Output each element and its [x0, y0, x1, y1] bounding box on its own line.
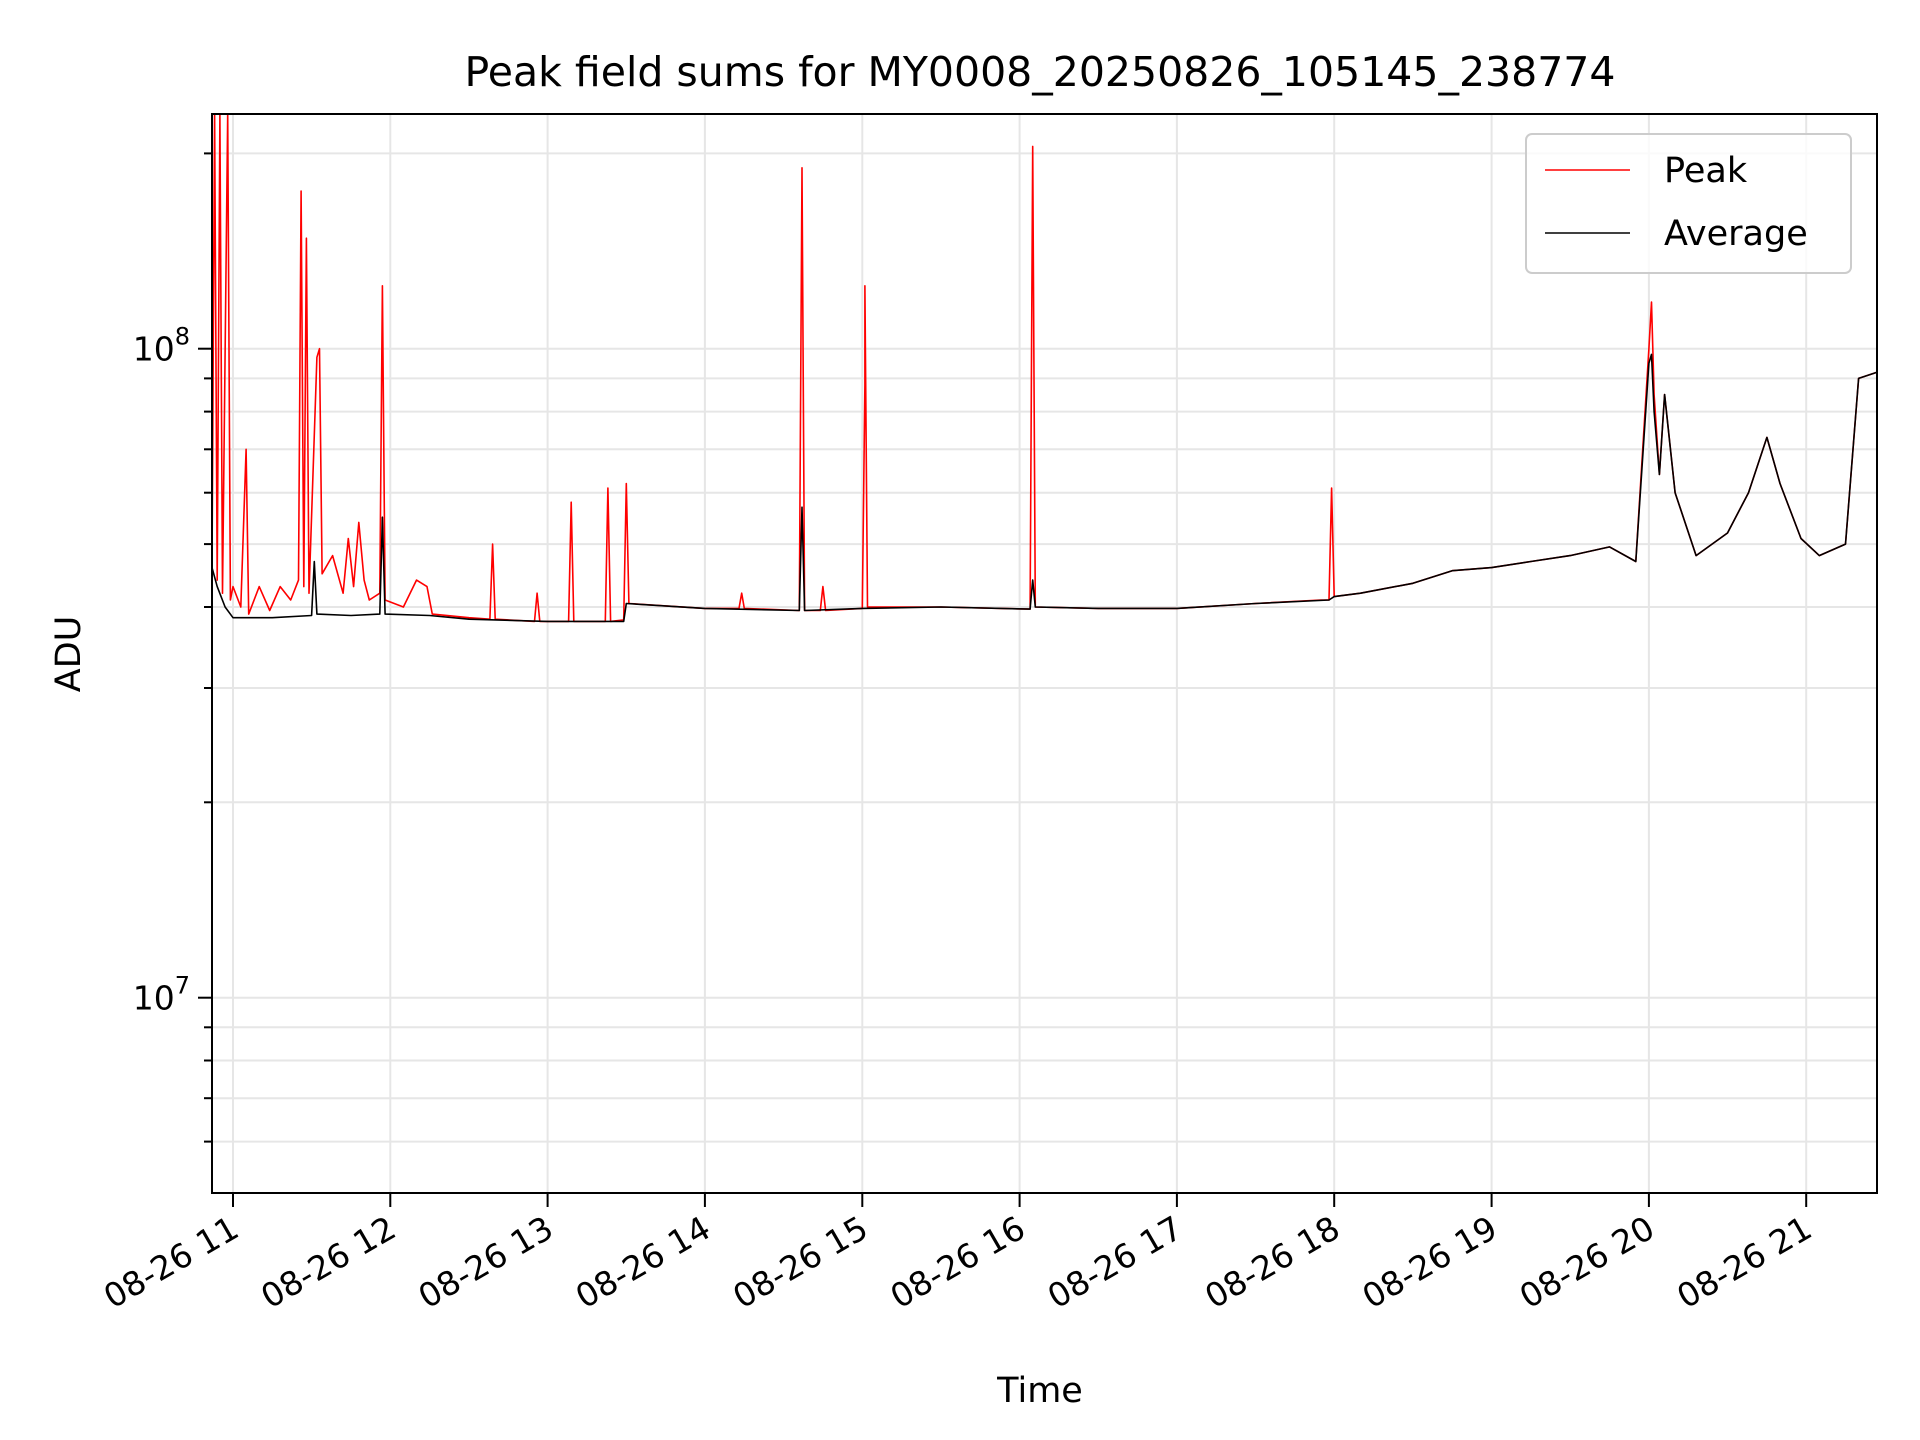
legend: Peak Average [1525, 133, 1852, 274]
y-tick-label: 108 [133, 323, 190, 369]
y-axis-label: ADU [49, 616, 89, 693]
legend-label-peak: Peak [1664, 151, 1748, 191]
series [211, 113, 1878, 623]
y-tick-label-exponent: 7 [175, 972, 190, 1000]
y-tick-label-exponent: 8 [175, 323, 190, 351]
y-tick-label-base: 10 [133, 330, 175, 369]
legend-label-average: Average [1664, 214, 1808, 254]
legend-box [1525, 133, 1852, 274]
x-axis-label: Time [996, 1371, 1083, 1411]
y-tick-label-base: 10 [133, 979, 175, 1018]
y-tick-label: 107 [133, 972, 190, 1018]
series-line-average [211, 353, 1878, 623]
grid [212, 114, 1877, 1193]
plot-frame [211, 113, 1878, 1194]
chart-title: Peak field sums for MY0008_20250826_1051… [465, 48, 1616, 96]
